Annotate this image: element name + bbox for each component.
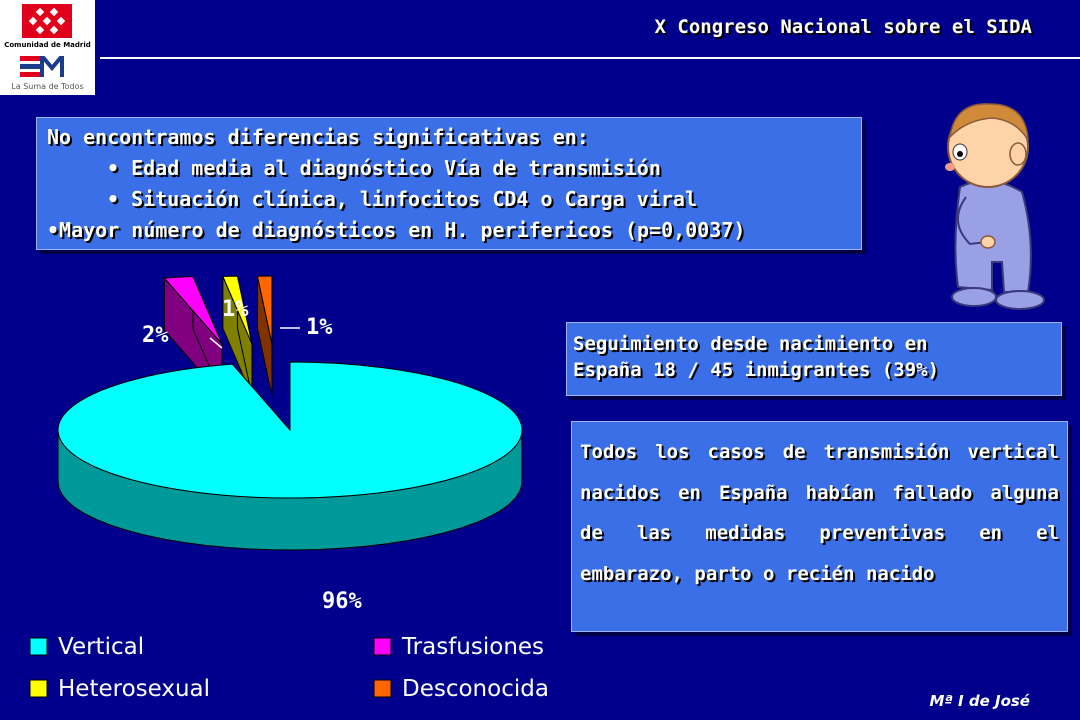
child-illustration <box>945 103 1045 310</box>
legend-label-vertical: Vertical <box>58 634 144 660</box>
legend-swatch-desconocida <box>373 679 392 698</box>
logo-text-bottom: La Suma de Todos <box>11 82 84 91</box>
legend-swatch-trasfusiones <box>373 637 392 656</box>
author-credit: Mª I de José <box>929 692 1030 710</box>
legend-label-trasfusiones: Trasfusiones <box>401 634 544 660</box>
legend-label-heterosexual: Heterosexual <box>58 676 210 702</box>
logo-text-top: Comunidad de Madrid <box>4 41 91 49</box>
followup-line-2: España 18 / 45 inmigrantes (39%) <box>573 359 940 381</box>
legend-swatch-vertical <box>29 637 48 656</box>
legend-label-desconocida: Desconocida <box>402 676 549 702</box>
conclusion-box: Todos los casos de transmisión vertical … <box>571 421 1068 632</box>
slice-label-desconocida: 1% <box>306 315 333 340</box>
slice-label-heterosexual: 1% <box>222 297 249 322</box>
legend-swatch-heterosexual <box>29 679 48 698</box>
pie-slice-vertical <box>57 361 523 551</box>
leader-line-trasfusiones <box>209 337 223 349</box>
finding-bullet-1: • Edad media al diagnóstico Vía de trans… <box>107 156 661 180</box>
findings-box: No encontramos diferencias significativa… <box>36 117 862 250</box>
followup-line-1: Seguimiento desde nacimiento en <box>573 333 928 355</box>
legend: Vertical Trasfusiones Heterosexual Desco… <box>29 634 549 702</box>
header-divider <box>100 57 1080 59</box>
slice-label-trasfusiones: 2% <box>142 323 169 348</box>
transmission-pie-chart: 96% 2% 1% 1% Vertical Trasfusiones Heter… <box>29 275 549 702</box>
pie-3d-group <box>57 275 523 551</box>
followup-box: Seguimiento desde nacimiento en España 1… <box>566 322 1062 396</box>
congress-title: X Congreso Nacional sobre el SIDA <box>654 16 1033 38</box>
pie-slice-heterosexual <box>222 275 253 397</box>
em-logo-icon <box>20 56 64 77</box>
findings-intro: No encontramos diferencias significativa… <box>47 125 589 149</box>
conclusion-text: Todos los casos de transmisión vertical … <box>580 441 1059 585</box>
pie-slice-desconocida <box>256 275 273 397</box>
slice-label-vertical: 96% <box>322 589 362 614</box>
finding-bullet-2: • Situación clínica, linfocitos CD4 o Ca… <box>107 187 698 211</box>
comunidad-madrid-logo: Comunidad de Madrid La Suma de Todos <box>0 0 95 95</box>
madrid-flag-icon <box>22 4 72 38</box>
finding-extra: •Mayor número de diagnósticos en H. peri… <box>47 218 746 242</box>
